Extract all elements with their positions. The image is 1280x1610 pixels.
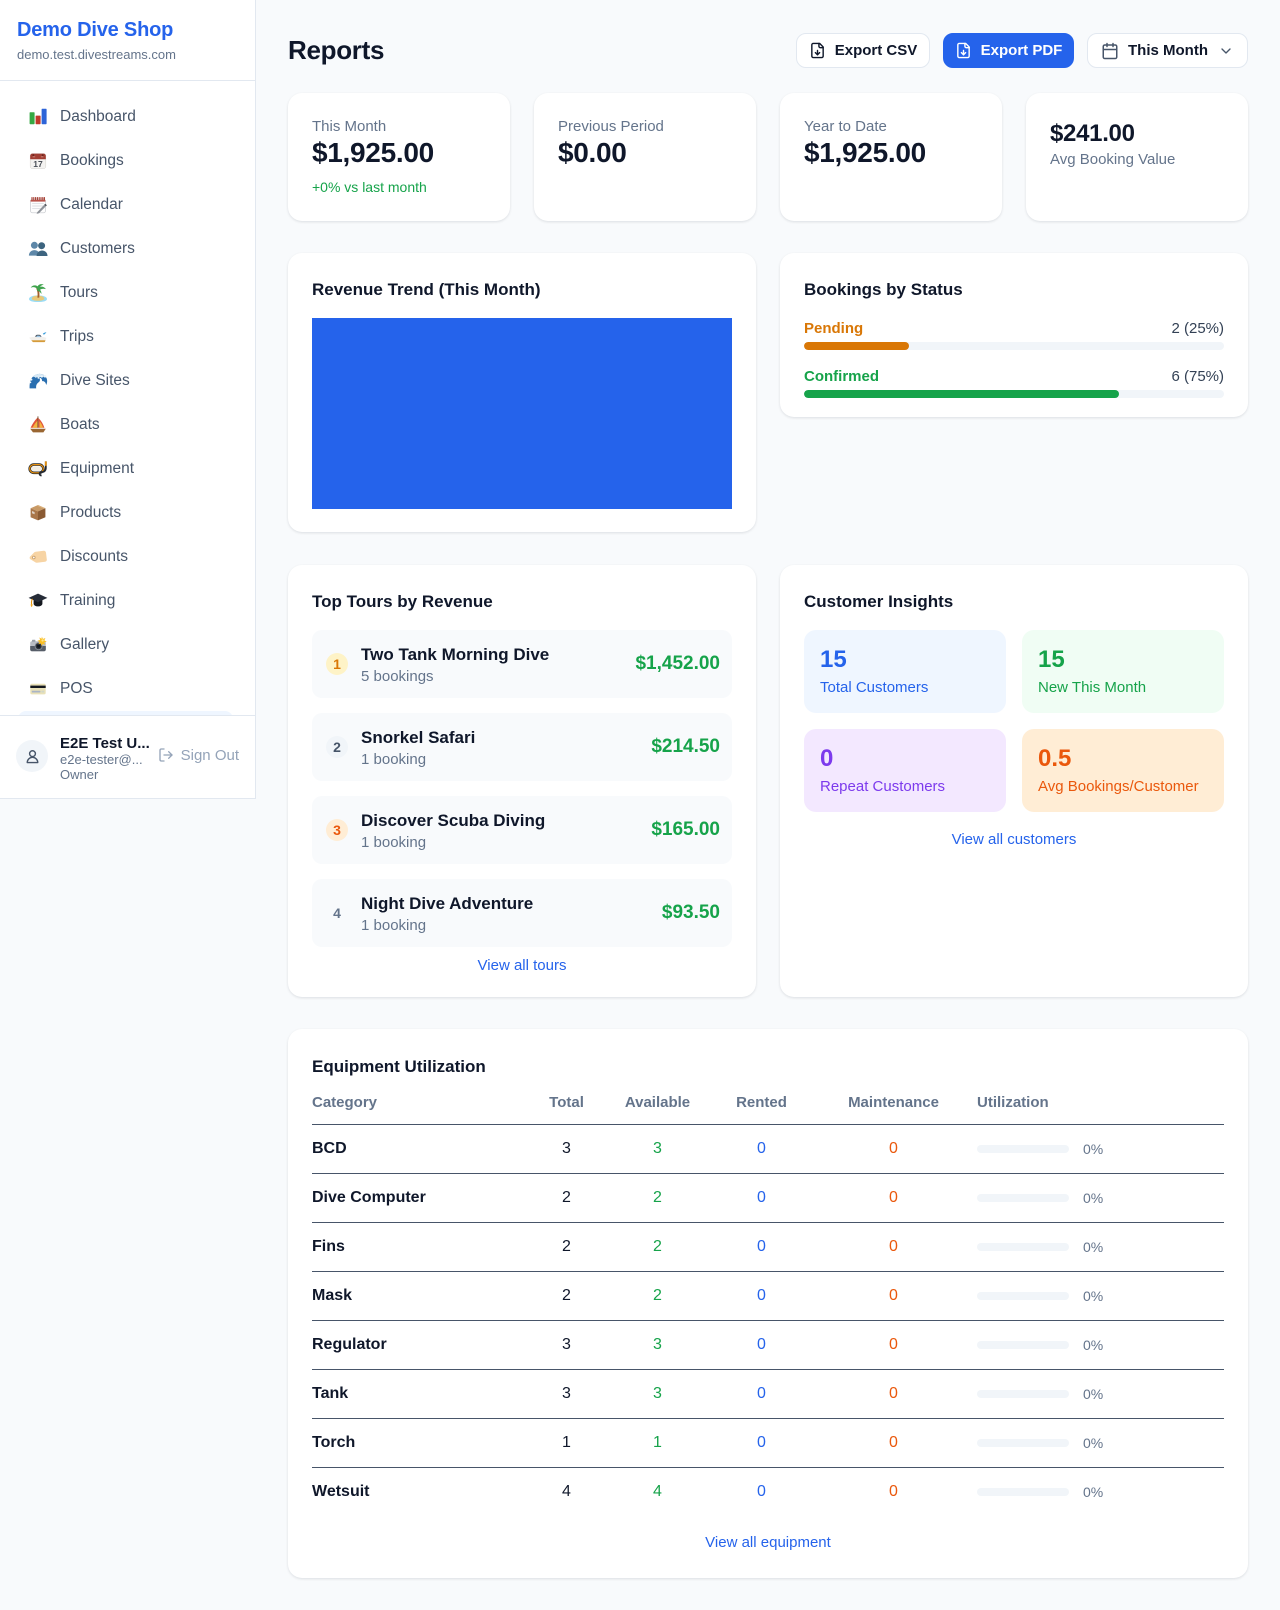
svg-text:17: 17 [33, 159, 43, 169]
